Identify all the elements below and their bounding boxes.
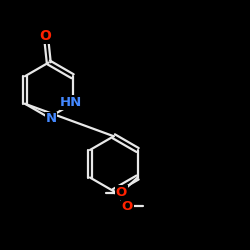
Text: N: N	[46, 112, 57, 125]
Text: O: O	[116, 186, 127, 199]
Text: O: O	[122, 200, 133, 213]
Text: O: O	[40, 29, 52, 43]
Text: HN: HN	[60, 96, 82, 109]
